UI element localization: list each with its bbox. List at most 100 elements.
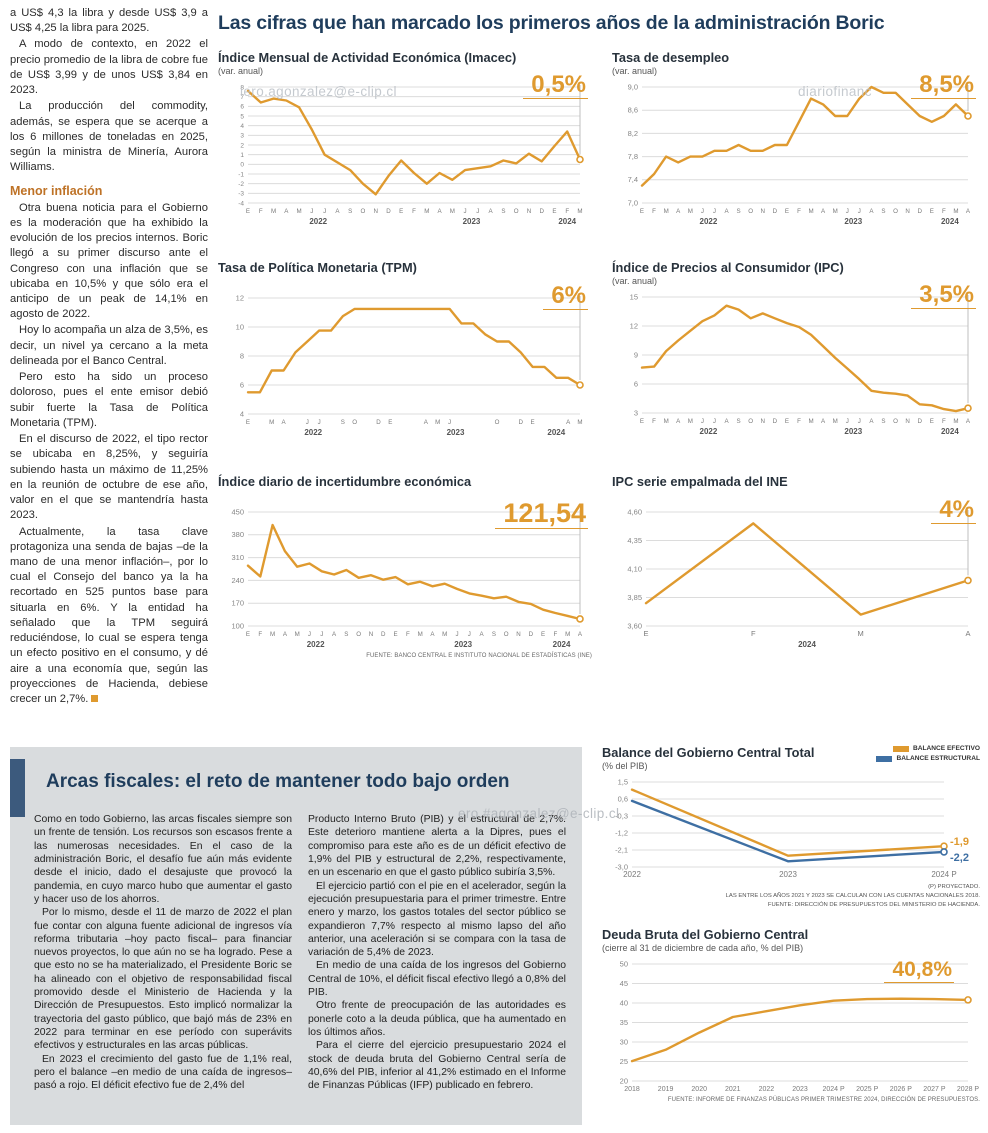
chart-title: Índice diario de incertidumbre económica	[218, 474, 472, 489]
svg-text:8,6: 8,6	[628, 106, 638, 115]
chart-title: Deuda Bruta del Gobierno Central	[602, 927, 809, 942]
chart-desempleo: Tasa de desempleo (var. anual) 9,0 8,6 8,2…	[612, 50, 980, 228]
svg-text:D: D	[518, 419, 523, 426]
svg-text:10: 10	[236, 322, 244, 331]
chart-callout: 0,5%	[523, 72, 588, 99]
svg-text:A: A	[424, 419, 429, 426]
svg-text:F: F	[259, 208, 263, 215]
chart-ipc: Índice de Precios al Consumidor (IPC) (v…	[612, 260, 980, 438]
svg-text:F: F	[258, 631, 262, 638]
svg-text:M: M	[295, 631, 300, 638]
svg-text:240: 240	[231, 576, 244, 585]
svg-text:M: M	[953, 208, 958, 215]
svg-text:5: 5	[240, 113, 244, 120]
svg-text:M: M	[435, 419, 440, 426]
svg-text:O: O	[748, 418, 753, 425]
svg-text:J: J	[701, 208, 704, 215]
paragraph: Como en todo Gobierno, las arcas fiscale…	[34, 814, 292, 905]
svg-text:J: J	[468, 631, 471, 638]
headline-accent-bar	[10, 759, 25, 817]
paragraph: LAS ENTRE LOS AÑOS 2021 Y 2023 SE CALCUL…	[725, 893, 980, 900]
line-chart: 9,08,68,27,87,47,0E F M A M J J A S O N D E F M A M J J A S O…	[628, 82, 972, 226]
chart-source: FUENTE: BANCO CENTRAL E INSTITUTO NACION…	[366, 653, 592, 659]
svg-text:S: S	[344, 631, 348, 638]
paragraph: (P) PROYECTADO.	[928, 884, 980, 890]
svg-text:J: J	[464, 208, 467, 215]
svg-text:M: M	[858, 629, 864, 638]
svg-text:E: E	[640, 418, 644, 425]
svg-text:N: N	[761, 208, 765, 215]
svg-text:2019: 2019	[658, 1086, 674, 1093]
legend-label: BALANCE EFECTIVO	[912, 745, 980, 752]
svg-text:M: M	[577, 208, 582, 215]
svg-text:6: 6	[240, 104, 244, 111]
page-title: Las cifras que han marcado los primeros …	[218, 12, 885, 34]
article-paragraphs: a US$ 4,3 la libra y desde US$ 3,9 a US$…	[10, 6, 208, 176]
svg-text:-4: -4	[238, 200, 244, 207]
svg-text:S: S	[348, 208, 352, 215]
svg-text:M: M	[269, 419, 274, 426]
svg-text:4,35: 4,35	[627, 536, 642, 545]
svg-text:15: 15	[630, 292, 638, 301]
svg-text:A: A	[821, 208, 826, 215]
svg-text:A: A	[869, 418, 874, 425]
chart-legend: BALANCE EFECTIVO BALANCE ESTRUCTURAL	[876, 745, 980, 765]
svg-text:A: A	[676, 418, 681, 425]
svg-text:J: J	[701, 418, 704, 425]
svg-text:2022: 2022	[700, 427, 718, 436]
svg-text:2024: 2024	[798, 640, 816, 649]
article-paragraphs: Otra buena noticia para el Gobierno es l…	[10, 201, 208, 708]
svg-text:E: E	[531, 419, 535, 426]
chart-deuda: Deuda Bruta del Gobierno Central (cierre…	[602, 927, 980, 1103]
chart-callout: 4%	[931, 497, 976, 524]
chart-callout: 121,54	[495, 498, 588, 530]
svg-text:2024: 2024	[553, 640, 571, 649]
paragraph: Otro frente de preocupación de las autor…	[308, 1000, 566, 1038]
svg-text:50: 50	[620, 959, 628, 968]
svg-text:2023: 2023	[447, 428, 465, 437]
chart-canvas: 12 10 8 6 4 E M A J J S O D E A M J O D E A M 2022 2023 2024 6%	[218, 283, 592, 439]
svg-text:S: S	[501, 208, 505, 215]
svg-text:A: A	[869, 208, 874, 215]
end-of-article-marker	[91, 695, 99, 703]
svg-text:E: E	[246, 631, 250, 638]
svg-text:-2,2: -2,2	[950, 852, 969, 864]
svg-text:N: N	[369, 631, 373, 638]
svg-text:M: M	[833, 418, 838, 425]
left-article-column: a US$ 4,3 la libra y desde US$ 3,9 a US$…	[10, 6, 208, 708]
svg-text:M: M	[418, 631, 423, 638]
legend-label: BALANCE ESTRUCTURAL	[896, 755, 980, 762]
svg-text:A: A	[578, 631, 583, 638]
svg-text:D: D	[773, 418, 778, 425]
svg-text:45: 45	[620, 979, 628, 988]
svg-text:A: A	[284, 208, 289, 215]
svg-text:2024: 2024	[547, 428, 565, 437]
paragraph: El ejercicio partió con el pie en el ace…	[308, 880, 566, 959]
chart-title: Tasa de Política Monetaria (TPM)	[218, 260, 417, 275]
svg-text:D: D	[539, 208, 544, 215]
line-chart: 4,60 4,35 4,10 3,85 3,60E F M A 2024	[627, 507, 972, 649]
svg-text:O: O	[361, 208, 366, 215]
svg-text:8: 8	[240, 351, 244, 360]
svg-text:D: D	[381, 631, 386, 638]
paragraph: En medio de una caída de los ingresos de…	[308, 960, 566, 999]
svg-text:J: J	[713, 418, 716, 425]
svg-text:2023: 2023	[779, 870, 797, 879]
svg-text:M: M	[688, 418, 693, 425]
chart-canvas: 4,60 4,35 4,10 3,85 3,60 E F M A 2024 4%	[612, 497, 980, 651]
svg-text:M: M	[953, 418, 958, 425]
svg-text:J: J	[858, 418, 861, 425]
svg-text:O: O	[356, 631, 361, 638]
fiscal-article: Como en todo Gobierno, las arcas fiscale…	[34, 813, 566, 1093]
chart-subtitle: (var. anual)	[612, 66, 658, 76]
svg-text:D: D	[773, 208, 778, 215]
paragraph: Hoy lo acompaña un alza de 3,5%, es deci…	[10, 324, 208, 367]
svg-text:A: A	[335, 208, 340, 215]
svg-text:F: F	[797, 208, 801, 215]
svg-text:9: 9	[634, 350, 638, 359]
line-chart: 1,5 0,6 -0,3 -1,2 -2,1 -3,0 -1,9 -2,2 2022 2023 20…	[615, 777, 969, 879]
chart-callout: 3,5%	[911, 282, 976, 309]
svg-text:N: N	[527, 208, 531, 215]
svg-text:E: E	[541, 631, 545, 638]
